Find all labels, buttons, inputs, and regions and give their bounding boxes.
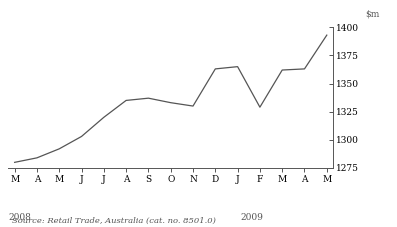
Text: $m: $m bbox=[365, 10, 380, 19]
Text: Source: Retail Trade, Australia (cat. no. 8501.0): Source: Retail Trade, Australia (cat. no… bbox=[12, 217, 216, 225]
Text: 2009: 2009 bbox=[241, 213, 263, 222]
Text: 2008: 2008 bbox=[8, 213, 31, 222]
